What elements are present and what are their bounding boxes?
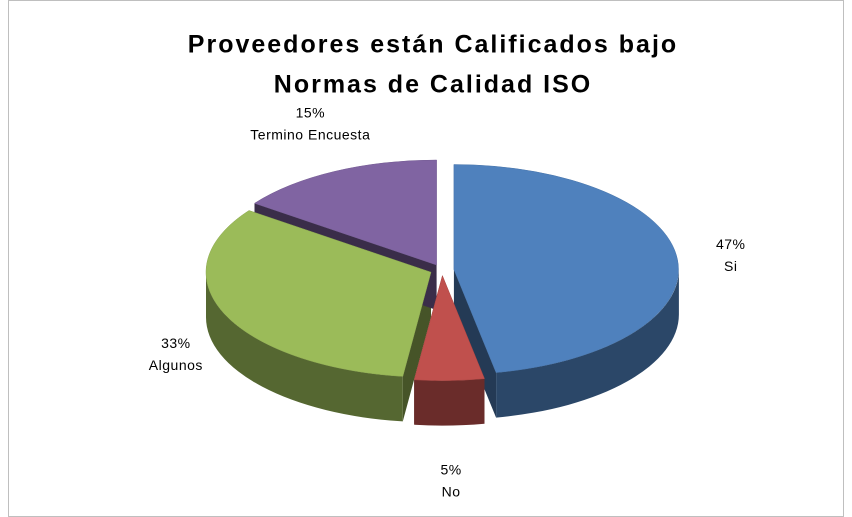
slice-wall (205, 272, 403, 422)
chart-title: Normas de Calidad ISO (274, 71, 592, 99)
slice-side (453, 269, 497, 418)
category-label: No (442, 484, 461, 500)
slice (205, 210, 432, 377)
data-label: 5% (440, 462, 461, 478)
data-label: 15% (296, 105, 326, 121)
data-label: 47% (716, 236, 746, 252)
category-label: Si (724, 258, 737, 274)
slice-wall (496, 269, 679, 418)
slice (253, 159, 437, 266)
category-label: Algunos (149, 357, 203, 373)
slice (453, 164, 679, 373)
chart-title: Proveedores están Calificados bajo (188, 31, 678, 59)
slice (413, 274, 485, 381)
data-label: 33% (161, 335, 191, 351)
slice-wall (414, 378, 485, 426)
category-label: Termino Encuesta (250, 127, 370, 143)
